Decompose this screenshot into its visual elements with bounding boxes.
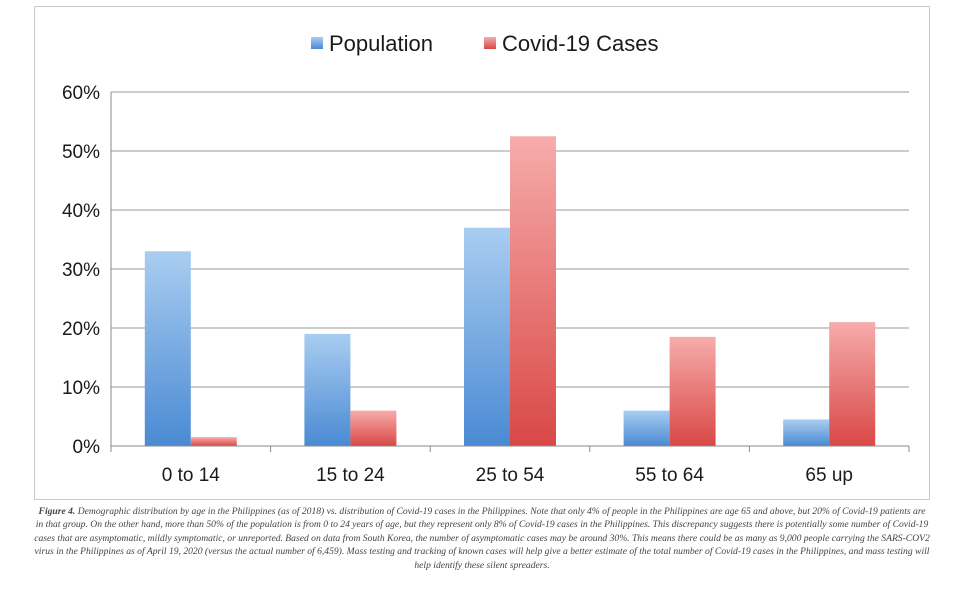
bar-covid-cases: [669, 336, 716, 446]
bar-population: [464, 227, 510, 446]
legend-swatch: [484, 37, 496, 49]
y-tick-label: 40%: [62, 201, 100, 222]
x-tick-label: 25 to 54: [476, 465, 545, 486]
bar-covid-cases: [510, 136, 556, 446]
x-tick-label: 15 to 24: [316, 465, 385, 486]
bar-covid-cases: [190, 437, 237, 446]
caption-label: Figure 4.: [38, 506, 76, 517]
legend: Population Covid-19 Cases: [311, 31, 659, 56]
y-tick-label: 50%: [62, 142, 100, 163]
bar-population: [304, 333, 351, 446]
bar-population: [623, 410, 670, 446]
legend-label: Covid-19 Cases: [502, 31, 659, 56]
caption-text: Demographic distribution by age in the P…: [34, 506, 930, 571]
bar-covid-cases: [350, 410, 397, 446]
y-tick-label: 60%: [62, 83, 100, 104]
y-tick-label: 10%: [62, 378, 100, 399]
legend-label: Population: [329, 31, 433, 56]
y-tick-label: 0%: [73, 437, 101, 458]
y-tick-label: 30%: [62, 260, 100, 281]
bar-chart: 0% 10% 20% 30% 40% 50% 60% 0 to 14 15 to 24 25 to…: [62, 31, 910, 486]
y-tick-label: 20%: [62, 319, 100, 340]
x-tick-label: 0 to 14: [162, 465, 221, 486]
x-tick-label: 65 up: [805, 465, 853, 486]
bar-population: [783, 419, 830, 446]
figure-caption: Figure 4. Demographic distribution by ag…: [34, 505, 930, 572]
bar-covid-cases: [829, 322, 876, 446]
bar-population: [144, 251, 191, 446]
chart-frame: 0% 10% 20% 30% 40% 50% 60% 0 to 14 15 to 24 25 to…: [34, 6, 930, 500]
x-tick-label: 55 to 64: [635, 465, 704, 486]
legend-swatch: [311, 37, 323, 49]
